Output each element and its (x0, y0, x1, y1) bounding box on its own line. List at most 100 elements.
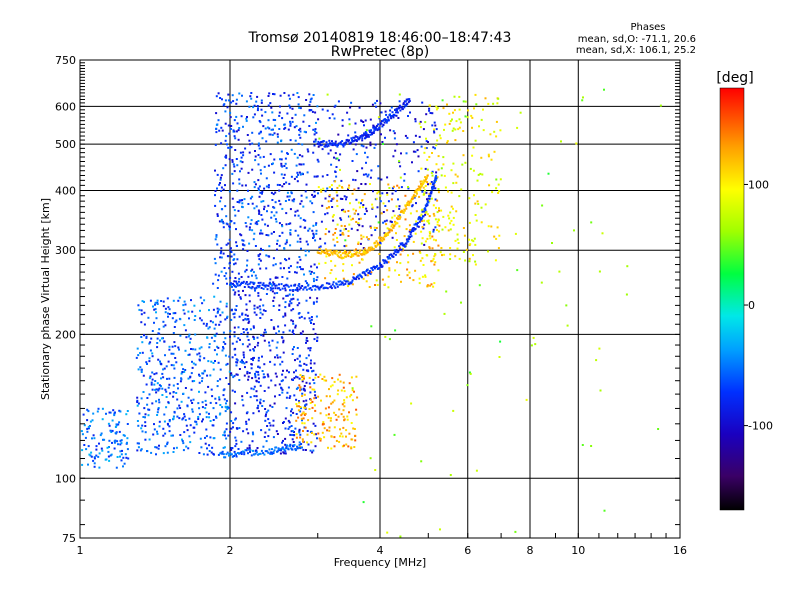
scatter-point (113, 447, 116, 450)
trace-point (224, 456, 227, 459)
scatter-point (398, 274, 401, 276)
scatter-point (365, 146, 368, 149)
scatter-point (319, 188, 322, 191)
scatter-point (316, 158, 319, 161)
scatter-point (101, 418, 104, 421)
trace-point (331, 252, 333, 255)
scatter-point (387, 275, 390, 278)
scatter-point (297, 405, 300, 408)
scatter-point (403, 235, 406, 238)
scatter-point (304, 404, 307, 406)
scatter-point (267, 119, 270, 122)
scatter-point (141, 341, 144, 344)
scatter-point (197, 418, 200, 420)
scatter-point (488, 184, 491, 187)
scatter-point (259, 121, 262, 124)
scatter-point (176, 398, 179, 401)
scatter-point (245, 308, 248, 311)
scatter-point (165, 406, 168, 409)
scatter-point (214, 262, 217, 265)
scatter-point (246, 259, 249, 262)
scatter-point (140, 397, 143, 400)
scatter-point (314, 445, 317, 448)
trace-point (270, 287, 273, 290)
scatter-point (360, 144, 363, 147)
scatter-point (319, 373, 322, 376)
scatter-point (148, 360, 151, 363)
scatter-point (270, 191, 273, 194)
scatter-point (317, 192, 319, 195)
scatter-point (575, 142, 578, 145)
scatter-point (284, 306, 287, 309)
scatter-point (357, 187, 360, 190)
scatter-point (284, 162, 287, 165)
scatter-point (443, 174, 446, 177)
scatter-point (140, 371, 143, 373)
scatter-point (238, 201, 241, 204)
scatter-point (201, 420, 203, 423)
trace-point (334, 286, 337, 289)
scatter-point (260, 108, 263, 111)
scatter-point (259, 267, 262, 270)
scatter-point (108, 446, 110, 448)
scatter-point (163, 420, 166, 423)
scatter-point (296, 347, 299, 349)
scatter-point (425, 210, 428, 213)
scatter-point (312, 128, 315, 131)
scatter-point (248, 343, 251, 346)
trace-point (399, 216, 402, 219)
trace-point (370, 129, 373, 132)
scatter-point (315, 131, 318, 134)
scatter-point (337, 415, 340, 418)
trace-point (348, 252, 350, 255)
scatter-point (424, 213, 427, 216)
trace-point (372, 126, 375, 129)
scatter-point (328, 230, 331, 233)
scatter-point (309, 296, 312, 299)
scatter-point (439, 251, 442, 254)
trace-point (326, 143, 329, 146)
scatter-point (218, 398, 221, 401)
scatter-point (475, 219, 478, 222)
scatter-point (219, 176, 222, 179)
scatter-point (484, 203, 487, 206)
scatter-point (252, 116, 255, 119)
scatter-point (432, 212, 435, 215)
scatter-point (324, 213, 327, 216)
scatter-point (324, 197, 327, 200)
scatter-point (289, 244, 292, 247)
scatter-point (283, 247, 286, 250)
trace-point (338, 256, 341, 259)
scatter-point (259, 298, 262, 301)
scatter-point (216, 287, 219, 289)
scatter-point (309, 347, 312, 349)
scatter-point (260, 334, 263, 337)
scatter-point (285, 294, 288, 297)
scatter-point (341, 445, 344, 448)
scatter-point (254, 376, 257, 379)
scatter-point (150, 381, 153, 384)
trace-point (341, 143, 344, 146)
trace-point (225, 453, 228, 456)
scatter-point (200, 319, 203, 322)
trace-point (254, 452, 257, 455)
trace-point (282, 284, 285, 287)
scatter-point (424, 275, 427, 278)
scatter-point (255, 449, 258, 452)
trace-point (375, 240, 378, 243)
trace-point (352, 254, 355, 257)
scatter-point (229, 330, 232, 333)
scatter-point (166, 443, 169, 446)
trace-point (301, 446, 303, 449)
scatter-point (449, 228, 452, 231)
scatter-point (480, 221, 483, 224)
scatter-point (264, 127, 267, 130)
scatter-point (291, 353, 294, 355)
scatter-point (180, 372, 183, 375)
scatter-point (343, 195, 346, 198)
scatter-point (451, 118, 453, 121)
scatter-point (433, 128, 436, 131)
scatter-point (496, 226, 499, 229)
scatter-point (224, 405, 227, 408)
scatter-point (263, 165, 266, 168)
